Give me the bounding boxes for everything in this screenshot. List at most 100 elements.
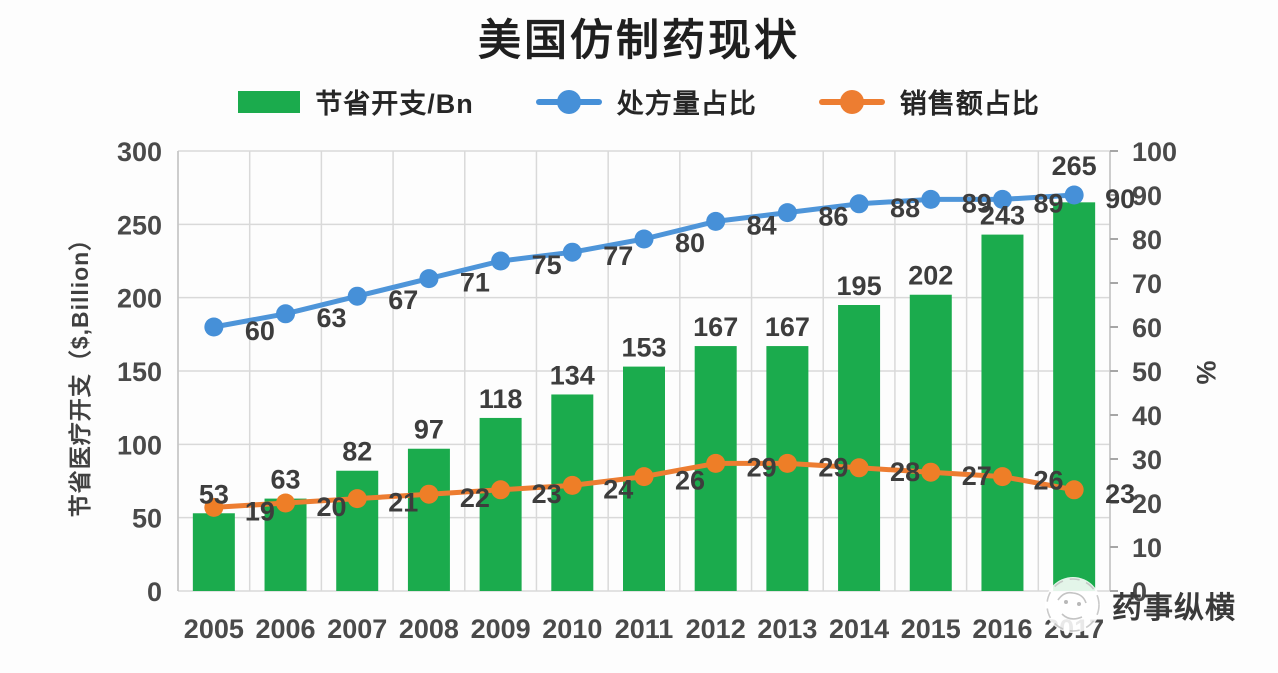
prescription-share-point [992,189,1012,209]
x-axis-tick-label: 2008 [399,614,459,644]
bar-value-label: 167 [693,312,738,342]
prescription-share-value-label: 75 [532,250,562,280]
prescription-share-point [419,269,439,289]
prescription-share-point [562,242,582,262]
prescription-share-point [921,189,941,209]
legend-item-prescription-share: 处方量占比 [535,82,757,121]
bar-value-label: 195 [837,271,882,301]
prescription-share-value-label: 63 [317,303,347,333]
legend-bar-swatch [238,90,301,113]
bar-value-label: 167 [765,312,810,342]
right-axis-tick-label: 100 [1132,137,1177,167]
bar-value-label: 118 [479,384,523,414]
left-axis-tick-label: 300 [117,137,162,167]
x-axis-tick-label: 2005 [184,614,244,644]
left-axis-tick-label: 250 [117,210,162,240]
sales-share-point [849,458,869,478]
watermark: 药事纵横 [1042,574,1236,636]
sales-share-value-label: 26 [675,466,705,496]
sales-share-value-label: 19 [245,496,275,526]
right-axis-tick-label: 50 [1132,357,1162,387]
sales-share-point [276,493,296,513]
x-axis-tick-label: 2012 [686,614,746,644]
x-axis-tick-label: 2014 [829,614,889,644]
sales-share-point [347,489,367,509]
left-axis-tick-label: 100 [117,430,162,460]
sales-share-value-label: 23 [532,479,562,509]
bar [192,513,235,591]
bar-value-label: 153 [621,333,666,363]
left-axis-tick-label: 50 [132,504,162,534]
sales-share-value-label: 21 [388,488,418,518]
sales-share-value-label: 29 [818,452,848,482]
prescription-share-point [849,194,869,214]
prescription-share-value-label: 89 [1033,188,1063,218]
bar [909,294,952,591]
legend-item-savings: 节省开支/Bn [238,82,474,121]
watermark-logo-icon [1045,577,1101,633]
bar-value-label: 134 [550,360,595,390]
legend-item-sales-share: 销售额占比 [818,82,1040,121]
prescription-share-point [1064,185,1084,205]
bar [336,470,379,591]
prescription-share-point [491,251,511,271]
sales-share-value-label: 24 [603,474,633,504]
sales-share-value-label: 27 [962,461,992,491]
prescription-share-value-label: 86 [818,202,848,232]
prescription-share-value-label: 89 [962,188,992,218]
bar [264,498,307,591]
legend-line-swatch-orange [818,89,885,114]
x-axis-tick-label: 2011 [615,614,674,644]
bar [838,305,881,591]
sales-share-point [777,453,797,473]
bar-value-label: 202 [908,261,953,291]
bar-value-label: 63 [271,465,301,495]
sales-share-value-label: 23 [1105,479,1135,509]
prescription-share-point [777,203,797,223]
prescription-share-point [634,229,654,249]
sales-share-value-label: 20 [317,492,347,522]
legend-label-prescription-share: 处方量占比 [616,89,757,119]
bar-value-label: 82 [342,437,372,467]
left-axis-tick-label: 0 [147,577,162,607]
sales-share-value-label: 22 [460,483,490,513]
sales-share-point [204,497,224,517]
bar [1053,202,1096,592]
legend-line-swatch-blue [535,89,602,114]
bar-value-label: 243 [980,201,1025,231]
left-axis-tick-label: 150 [117,357,162,387]
right-axis-tick-label: 10 [1132,533,1162,563]
right-axis-tick-label: 30 [1132,445,1162,475]
prescription-share-value-label: 67 [388,285,418,315]
prescription-share-value-label: 71 [460,268,490,298]
prescription-share-value-label: 88 [890,193,920,223]
prescription-share-value-label: 84 [747,210,777,240]
right-axis-tick-label: 20 [1132,489,1162,519]
bar [407,448,450,591]
legend-dot-orange [839,89,864,114]
sales-share-point [491,480,511,500]
x-axis-tick-label: 2010 [542,614,602,644]
x-axis-tick-label: 2006 [255,614,315,644]
legend-label-savings: 节省开支/Bn [315,89,474,119]
prescription-share-point [706,211,726,231]
right-axis-tick-label: 90 [1132,181,1162,211]
bar [981,234,1024,591]
sales-share-point [921,462,941,482]
sales-share-point [992,467,1012,487]
legend: 节省开支/Bn 处方量占比 销售额占比 [0,82,1278,121]
watermark-text: 药事纵横 [1112,592,1236,625]
right-axis-tick-label: 60 [1132,313,1162,343]
prescription-share-value-label: 60 [245,316,275,346]
sales-share-value-label: 26 [1033,466,1063,496]
bar-value-label: 97 [414,415,444,445]
prescription-share-point [276,304,296,324]
right-axis-title: % [1191,359,1222,385]
prescription-share-value-label: 77 [603,241,633,271]
right-axis-tick-label: 80 [1132,225,1162,255]
sales-share-point [1064,480,1084,500]
sales-share-point [706,453,726,473]
sales-share-point [562,475,582,495]
